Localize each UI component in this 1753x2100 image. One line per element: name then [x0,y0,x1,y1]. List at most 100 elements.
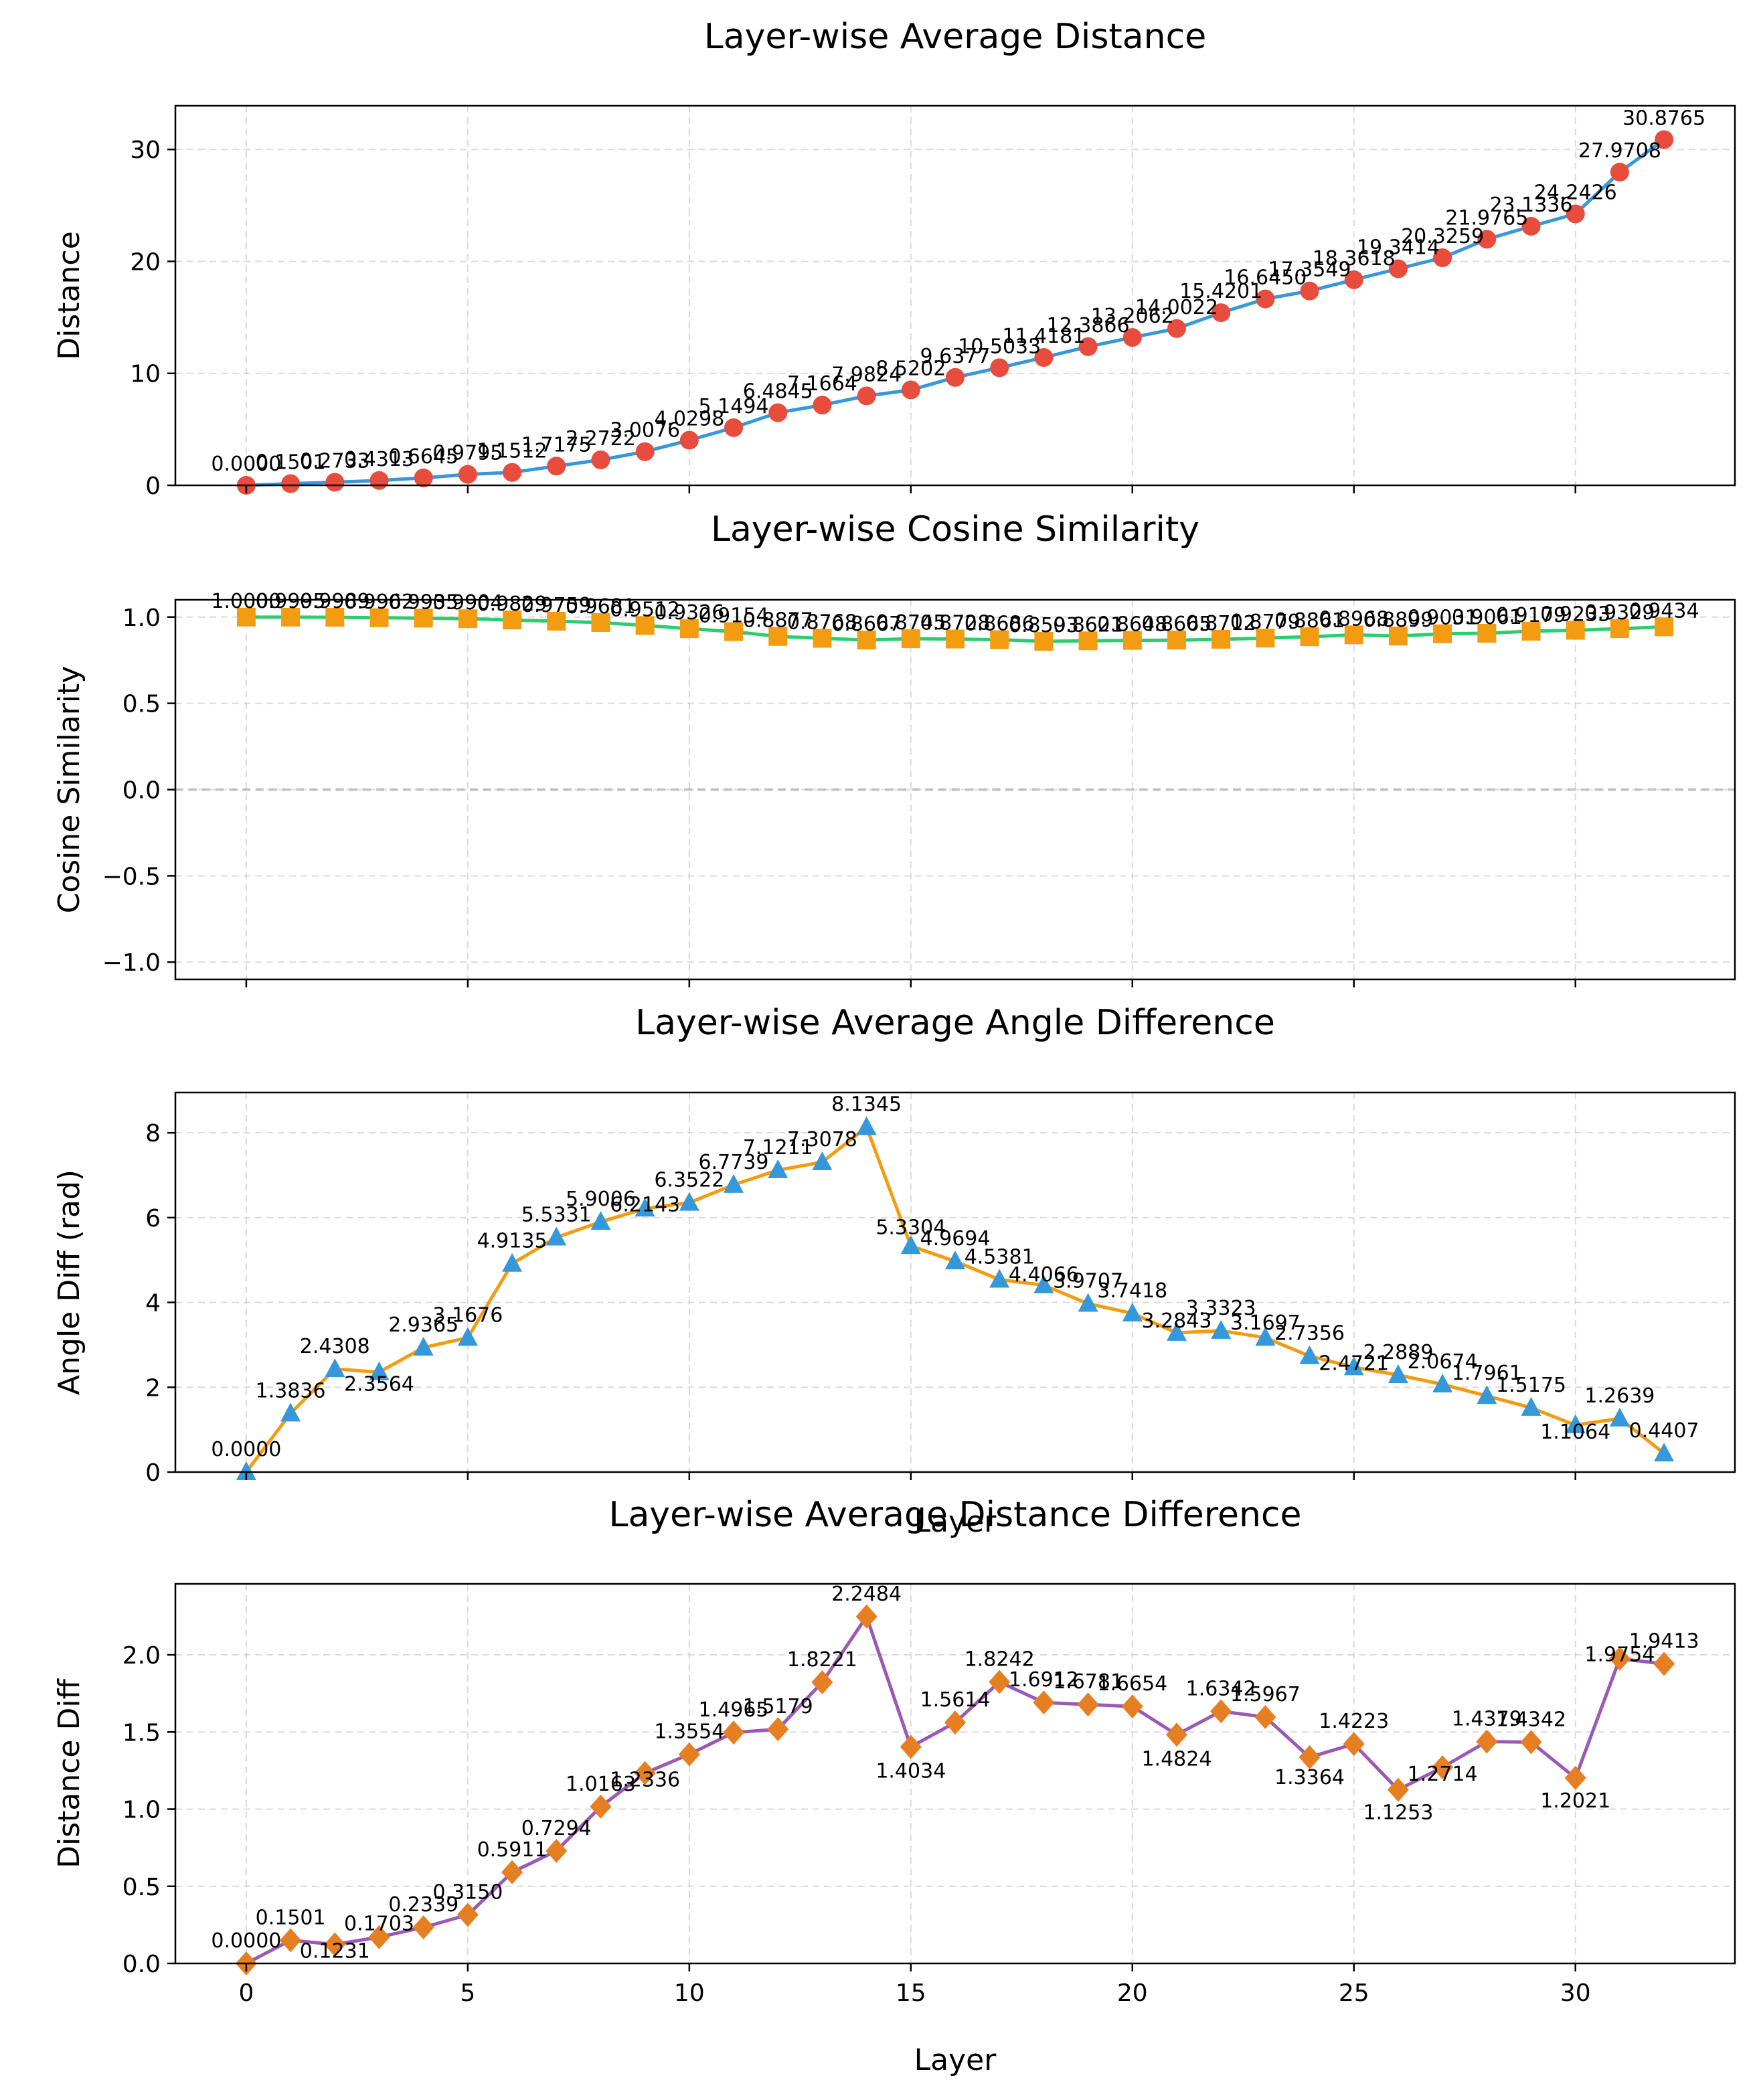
data-point [1608,1646,1631,1671]
data-point [1121,1694,1143,1719]
data-label: 0.0000 [211,1929,281,1953]
data-point [1033,1690,1055,1715]
y-tick-label: −0.5 [102,863,161,890]
data-label: 0.6645 [388,445,458,469]
data-label: 6.3522 [654,1169,724,1192]
data-label: 9.6377 [920,345,991,368]
data-point [813,629,832,648]
data-label: 3.1676 [432,1303,503,1327]
data-point [1034,348,1054,368]
data-point [635,616,655,635]
data-label: 0.8728 [920,612,991,635]
data-label: 2.2484 [831,1583,902,1606]
data-label: 0.8648 [1097,613,1167,637]
data-point [1521,1396,1541,1416]
data-label: 0.9795 [432,442,503,465]
y-tick-label: 0.0 [122,777,161,805]
data-label: 3.7418 [1097,1279,1167,1303]
data-label: 1.4965 [699,1698,769,1722]
data-point [724,622,744,641]
data-point [989,1670,1011,1694]
y-tick-label: 2.0 [122,1642,161,1670]
data-label: 7.1211 [743,1136,813,1159]
data-point [1299,1745,1321,1769]
data-point [811,1670,833,1695]
data-point [324,1932,346,1957]
data-point [1388,627,1408,646]
data-point [503,463,522,482]
data-label: 0.9031 [1408,607,1478,630]
y-tick-label: 10 [130,361,161,388]
data-label: 0.8779 [1230,611,1301,634]
data-point [1388,259,1408,278]
data-label: 6.4845 [743,380,813,404]
data-point [1300,627,1319,647]
data-point [591,613,610,632]
y-tick-label: 0.0 [122,1951,161,1978]
data-point [236,607,256,627]
data-point [900,1235,921,1255]
data-label: 1.6342 [1186,1677,1256,1700]
data-label: 7.3078 [787,1128,857,1151]
data-point [1387,1777,1409,1802]
x-axis-label: Layer [914,2043,997,2077]
data-label: 1.6654 [1097,1672,1167,1696]
data-label: 1.4379 [1452,1708,1522,1731]
data-point [1521,621,1541,641]
data-label: 1.4034 [875,1760,946,1783]
data-label: 2.4308 [300,1335,370,1358]
data-point [1477,1385,1497,1404]
x-tick-label: 25 [1339,1980,1369,2007]
data-label: 0.7294 [521,1817,592,1840]
chart-panel-1: 0.00000.15010.27330.43130.66450.97951.15… [52,17,1736,500]
data-label: 16.6450 [1224,266,1307,290]
data-label: 2.2889 [1363,1341,1433,1364]
data-point [1254,1704,1276,1729]
data-point [1210,1699,1232,1724]
data-label: 0.9154 [699,604,769,628]
data-point [281,474,301,493]
y-tick-label: 0 [145,473,161,500]
data-label: 23.1336 [1489,193,1572,217]
data-label: 4.9135 [477,1230,548,1253]
data-label: 17.3549 [1268,258,1351,282]
data-point [1610,163,1629,182]
data-label: 1.2639 [1584,1384,1655,1408]
series-line [245,1615,1665,1965]
data-label: 0.0000 [211,1438,281,1461]
data-point [236,1461,256,1480]
data-label: 13.2062 [1091,305,1174,328]
data-point [1165,1722,1187,1747]
data-point [945,1250,965,1270]
chart-title: Layer-wise Average Distance [704,17,1206,57]
data-point [1167,631,1186,650]
data-label: 0.8877 [743,609,813,633]
data-point [1166,1321,1187,1341]
y-axis-label: Distance [52,231,86,359]
data-label: 0.4313 [344,448,414,471]
data-label: 0.8745 [875,611,946,635]
data-label: 0.8712 [1186,612,1256,635]
data-point [413,1336,434,1356]
data-label: 4.4066 [1009,1263,1079,1287]
data-label: 7.1664 [787,372,857,396]
data-label: 1.4223 [1319,1710,1389,1733]
data-label: 0.9759 [521,594,592,617]
data-label: 1.1512 [477,440,548,463]
data-label: 19.3414 [1357,236,1440,260]
data-point [1433,624,1452,643]
data-label: 2.2722 [566,427,636,451]
data-label: 4.9694 [920,1227,991,1250]
data-label: 0.1231 [300,1940,370,1963]
data-point [635,1198,655,1217]
data-point [1078,631,1098,651]
data-label: 1.8221 [787,1648,857,1672]
data-label: 8.5202 [875,357,946,380]
x-tick-label: 20 [1117,1980,1148,2007]
data-label: 27.9708 [1578,139,1661,163]
plot-frame [174,1091,1736,1473]
data-point [989,1269,1010,1288]
data-label: 0.9962 [344,590,414,614]
data-label: 0.8621 [1053,613,1123,637]
